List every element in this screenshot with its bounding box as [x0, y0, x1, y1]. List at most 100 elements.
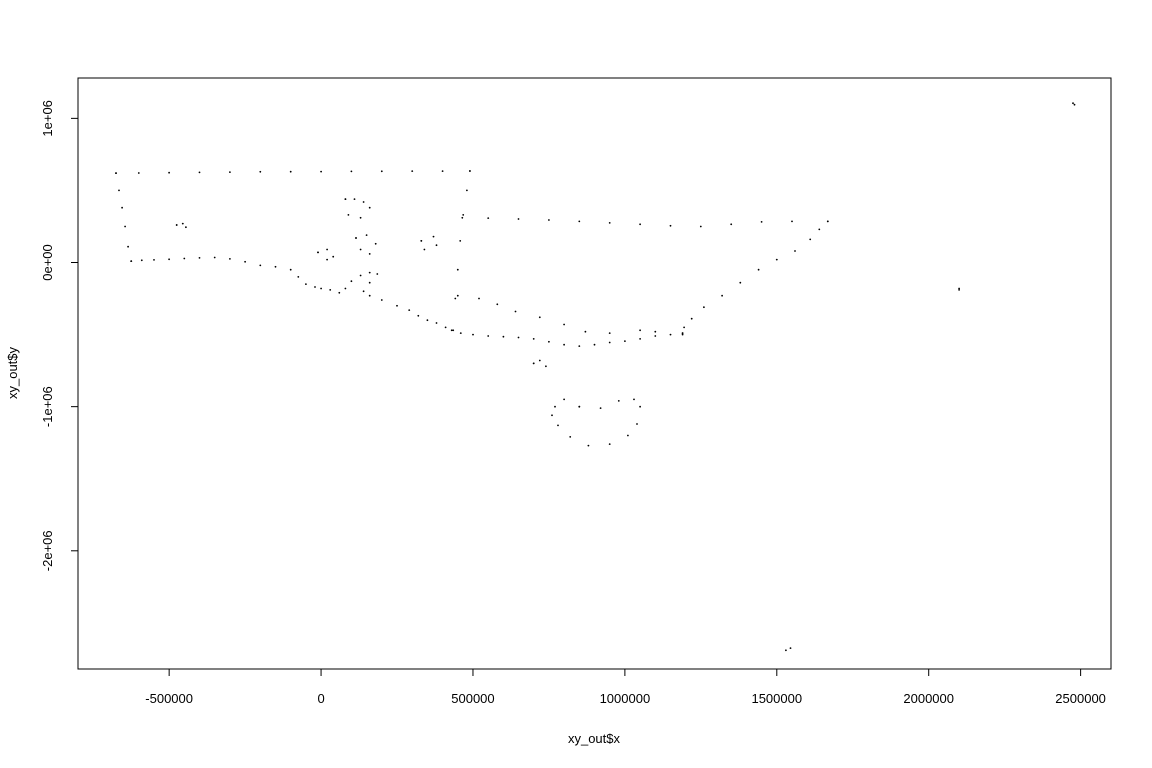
- data-point: [538, 316, 541, 319]
- data-point: [441, 170, 444, 173]
- x-axis: -500000 0 500000 1000000 1500000 2000000 25000…: [145, 668, 1106, 706]
- data-point: [213, 256, 216, 259]
- data-point: [617, 400, 620, 402]
- data-point: [578, 405, 581, 408]
- data-point: [466, 189, 468, 192]
- data-point: [368, 271, 371, 274]
- data-point: [362, 201, 365, 203]
- data-point: [229, 258, 231, 260]
- data-point: [420, 240, 423, 242]
- data-point: [517, 336, 520, 339]
- data-point: [608, 341, 611, 344]
- data-point: [578, 220, 581, 223]
- data-point: [633, 398, 635, 401]
- data-point: [469, 170, 471, 172]
- data-point: [124, 225, 126, 228]
- data-point: [551, 414, 553, 417]
- data-point: [818, 228, 821, 231]
- data-point: [456, 268, 459, 271]
- data-point: [153, 259, 155, 261]
- y-tick-label: -2e+06: [40, 530, 55, 571]
- y-tick-label: -1e+06: [40, 386, 55, 427]
- data-point: [599, 407, 602, 409]
- data-point: [435, 322, 438, 324]
- data-point: [137, 172, 140, 174]
- data-point: [329, 289, 332, 291]
- data-point: [563, 398, 565, 401]
- data-point: [359, 274, 362, 277]
- data-point: [168, 258, 171, 261]
- data-point: [1072, 102, 1074, 105]
- data-point: [958, 289, 960, 291]
- data-point: [502, 335, 505, 338]
- data-point: [456, 294, 459, 297]
- data-point: [359, 216, 362, 219]
- data-point: [791, 220, 793, 223]
- data-point: [554, 405, 556, 408]
- data-point: [548, 340, 550, 343]
- data-point: [423, 248, 426, 251]
- data-point: [411, 170, 414, 173]
- data-point: [396, 304, 398, 307]
- data-point: [344, 287, 347, 290]
- data-point: [454, 297, 457, 300]
- data-point: [459, 240, 462, 242]
- data-point: [326, 248, 328, 251]
- data-point: [578, 345, 581, 347]
- data-point: [380, 299, 383, 301]
- data-point: [690, 317, 693, 320]
- data-point: [669, 333, 672, 336]
- y-axis: 1e+06 0e+00 -1e+06 -2e+06: [40, 100, 79, 571]
- data-point: [115, 172, 117, 175]
- data-point: [380, 170, 383, 173]
- data-point: [368, 294, 371, 297]
- data-point: [608, 332, 611, 334]
- data-point: [408, 309, 411, 311]
- data-point: [317, 251, 319, 254]
- data-point: [1073, 103, 1076, 106]
- data-point: [121, 206, 123, 209]
- data-point: [545, 365, 547, 368]
- data-point: [654, 330, 657, 333]
- data-point: [730, 223, 733, 226]
- data-point: [584, 330, 587, 333]
- data-point: [450, 329, 453, 332]
- y-tick-label: 1e+06: [40, 100, 55, 137]
- data-point: [563, 343, 565, 346]
- data-point: [639, 223, 641, 226]
- data-point: [826, 220, 829, 223]
- data-point: [368, 281, 371, 284]
- data-point: [654, 335, 657, 337]
- data-point: [794, 250, 796, 252]
- data-point: [338, 291, 341, 294]
- data-point: [624, 340, 626, 342]
- data-point: [699, 225, 702, 228]
- points-layer: [115, 102, 1076, 652]
- data-point: [496, 303, 499, 306]
- data-point: [587, 444, 590, 447]
- data-point: [548, 219, 550, 221]
- data-point: [557, 424, 559, 427]
- data-point: [487, 217, 490, 220]
- data-point: [289, 268, 292, 271]
- data-point: [669, 224, 672, 227]
- data-point: [703, 306, 705, 309]
- data-point: [274, 265, 277, 268]
- data-point: [760, 221, 763, 223]
- data-point: [452, 329, 455, 332]
- data-point: [435, 244, 438, 247]
- data-point: [608, 443, 611, 445]
- data-point: [350, 170, 353, 173]
- data-point: [376, 273, 379, 275]
- data-point: [608, 222, 611, 224]
- data-point: [426, 319, 429, 322]
- data-point: [809, 238, 812, 241]
- data-point: [478, 297, 480, 300]
- data-point: [365, 234, 368, 237]
- data-point: [532, 362, 535, 365]
- data-point: [461, 216, 464, 219]
- data-point: [683, 326, 685, 329]
- data-point: [739, 281, 742, 284]
